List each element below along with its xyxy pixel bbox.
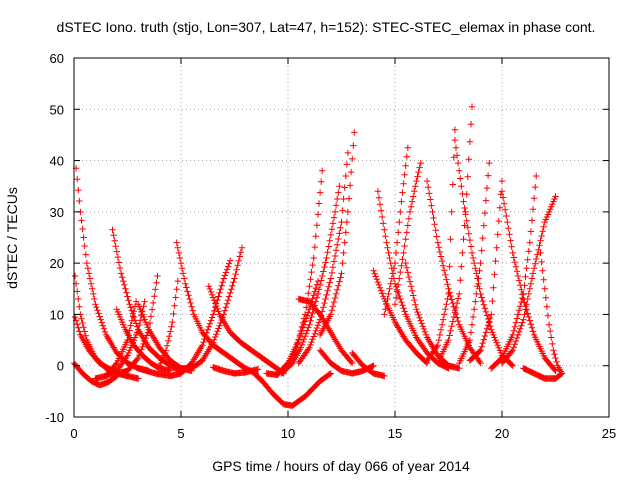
x-tick-label: 10: [281, 426, 295, 441]
data-series-arc: [370, 267, 431, 367]
x-axis-ticks: 0 5 10 15 20 25: [70, 58, 616, 441]
data-series-arc: [316, 129, 358, 339]
data-series-arc: [466, 177, 506, 364]
data-point-markers: [248, 367, 334, 409]
data-series-arc: [456, 159, 493, 367]
data-series-arc: [113, 306, 174, 374]
data-series-arc: [434, 103, 476, 367]
data-series-arc: [349, 349, 388, 380]
data-point-markers: [109, 226, 185, 374]
data-series-arc: [381, 144, 411, 318]
data-point-markers: [423, 126, 459, 364]
data-point-markers: [156, 277, 181, 369]
data-series-arc: [295, 295, 356, 367]
x-tick-label: 0: [70, 426, 77, 441]
data-point-markers: [205, 283, 287, 377]
data-point-markers: [434, 103, 476, 367]
data-point-markers: [466, 177, 506, 364]
data-series-arc: [248, 367, 334, 409]
x-tick-label: 5: [177, 426, 184, 441]
x-tick-label: 25: [602, 426, 616, 441]
data-point-markers: [488, 172, 540, 372]
data-point-markers: [374, 188, 452, 372]
x-axis-label: GPS time / hours of day 066 of year 2014: [212, 458, 470, 474]
data-series-arc: [537, 249, 566, 377]
data-series-arc: [498, 193, 559, 367]
data-point-markers: [423, 177, 484, 367]
data-series-arc: [156, 277, 181, 369]
data-series-arc: [520, 365, 566, 382]
y-tick-label: 50: [50, 102, 64, 117]
data-series-arc: [488, 172, 540, 372]
data-series-arc: [374, 188, 452, 372]
y-tick-label: -10: [45, 410, 64, 425]
data-point-markers: [456, 159, 493, 367]
data-series-arc: [391, 159, 424, 308]
y-tick-label: 20: [50, 256, 64, 271]
chart-title: dSTEC Iono. truth (stjo, Lon=307, Lat=47…: [57, 19, 596, 35]
data-point-markers: [537, 249, 566, 377]
data-point-markers: [498, 193, 559, 367]
data-series-arc: [109, 226, 185, 374]
data-point-markers: [295, 295, 356, 367]
y-tick-label: 40: [50, 154, 64, 169]
data-series-arc: [423, 177, 484, 367]
y-tick-label: 30: [50, 205, 64, 220]
plot-frame: [73, 57, 610, 418]
data-series-arc: [177, 244, 246, 372]
x-tick-label: 20: [495, 426, 509, 441]
data-point-markers: [391, 159, 424, 308]
data-point-markers: [349, 349, 388, 380]
data-point-markers: [113, 306, 174, 374]
y-tick-label: 10: [50, 307, 64, 322]
y-axis-label: dSTEC / TECUs: [4, 187, 20, 289]
y-tick-label: 60: [50, 51, 64, 66]
data-series-arc: [423, 126, 459, 364]
y-axis-ticks: -10 0 10 20 30 40 50 60: [45, 51, 609, 425]
data-point-markers: [520, 365, 566, 382]
data-point-markers: [381, 144, 411, 318]
data-point-markers: [316, 129, 358, 339]
y-tick-label: 0: [57, 359, 64, 374]
data-point-markers: [177, 244, 246, 372]
x-tick-label: 15: [388, 426, 402, 441]
data-points: [70, 103, 566, 409]
data-point-markers: [370, 267, 431, 367]
data-series-arc: [205, 283, 287, 377]
